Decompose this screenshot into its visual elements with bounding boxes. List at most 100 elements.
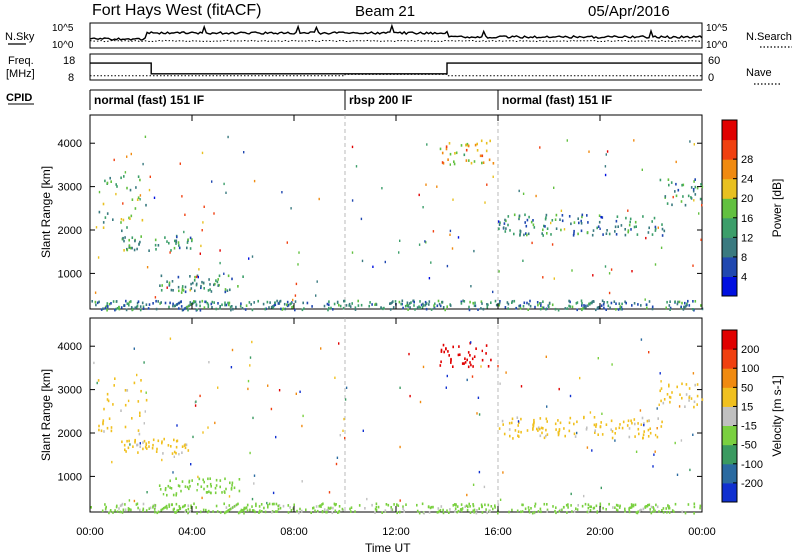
scatter-echo-cell <box>197 275 199 279</box>
colorbar-tick-label: 16 <box>741 213 753 225</box>
scatter-echo-cell <box>298 251 300 254</box>
echo-cell <box>642 507 645 511</box>
echo-cell <box>694 193 697 196</box>
echo-cell <box>583 304 585 307</box>
scatter-echo-cell <box>153 196 156 199</box>
echo-cell <box>104 307 107 310</box>
echo-cell <box>474 304 477 308</box>
echo-cell <box>542 228 544 232</box>
echo-cell <box>184 510 186 514</box>
noise-sky-label: N.Sky <box>5 31 35 43</box>
colorbar-tick-label: 50 <box>741 382 753 394</box>
echo-cell <box>428 511 431 514</box>
scatter-echo-cell <box>343 417 345 421</box>
scatter-echo-cell <box>425 183 427 186</box>
echo-cell <box>539 302 541 305</box>
echo-cell <box>631 304 633 307</box>
echo-cell <box>545 213 548 217</box>
echo-cell <box>187 308 189 312</box>
echo-cell <box>127 302 130 306</box>
echo-cell <box>688 387 691 390</box>
echo-cell <box>320 505 322 508</box>
scatter-echo-cell <box>251 497 254 501</box>
echo-cell <box>440 350 443 353</box>
echo-cell <box>557 419 559 422</box>
echo-cell <box>409 306 411 309</box>
echo-cell <box>548 305 550 308</box>
echo-cell <box>106 212 109 215</box>
echo-cell <box>668 383 670 387</box>
echo-cell <box>331 511 334 515</box>
echo-cell <box>626 424 629 427</box>
echo-cell <box>184 307 186 310</box>
echo-cell <box>349 305 352 308</box>
echo-cell <box>441 161 444 164</box>
scatter-echo-cell <box>579 376 581 380</box>
echo-cell <box>391 508 394 511</box>
echo-cell <box>217 284 219 287</box>
echo-cell <box>193 300 195 303</box>
echo-cell <box>472 365 474 368</box>
echo-cell <box>470 161 473 165</box>
echo-cell <box>224 288 227 291</box>
echo-cell <box>383 306 385 310</box>
echo-cell <box>511 421 513 425</box>
echo-cell <box>145 509 148 512</box>
colorbar-tick-label: 8 <box>741 252 747 264</box>
echo-cell <box>481 154 484 158</box>
echo-cell <box>468 305 470 309</box>
echo-cell <box>181 287 184 290</box>
echo-cell <box>290 302 292 305</box>
scatter-echo-cell <box>614 439 616 442</box>
echo-cell <box>407 308 409 311</box>
scatter-echo-cell <box>302 414 304 418</box>
echo-cell <box>337 511 339 514</box>
echo-cell <box>159 488 162 491</box>
echo-cell <box>126 302 129 305</box>
echo-cell <box>227 301 229 305</box>
echo-cell <box>459 353 461 356</box>
echo-cell <box>343 299 346 303</box>
echo-cell <box>139 508 141 512</box>
echo-cell <box>541 306 544 309</box>
scatter-echo-cell <box>531 241 533 245</box>
echo-cell <box>392 306 395 309</box>
echo-cell <box>187 504 190 507</box>
echo-cell <box>360 303 363 307</box>
echo-cell <box>186 305 188 309</box>
echo-cell <box>526 233 528 237</box>
echo-cell <box>140 235 142 238</box>
echo-cell <box>198 477 201 481</box>
echo-cell <box>508 421 511 425</box>
echo-cell <box>175 439 178 443</box>
echo-cell <box>607 304 610 308</box>
colorbar-tick-label: 20 <box>741 193 753 205</box>
echo-cell <box>612 506 614 509</box>
colorbar-tick-label: 15 <box>741 401 753 413</box>
echo-cell <box>452 504 455 507</box>
echo-cell <box>123 239 125 243</box>
echo-cell <box>537 426 540 429</box>
echo-cell <box>545 434 547 438</box>
echo-cell <box>189 247 192 250</box>
echo-cell <box>677 188 680 192</box>
scatter-echo-cell <box>693 143 695 146</box>
echo-cell <box>203 306 206 309</box>
echo-cell <box>449 508 451 511</box>
echo-cell <box>187 507 190 511</box>
scatter-echo-cell <box>692 264 694 267</box>
echo-cell <box>394 300 397 303</box>
y-tick-label: 3000 <box>58 385 82 397</box>
echo-cell <box>371 503 373 507</box>
echo-cell <box>214 491 217 495</box>
echo-cell <box>687 503 690 506</box>
scatter-echo-cell <box>294 294 297 297</box>
echo-cell <box>637 510 639 514</box>
echo-cell <box>171 503 173 506</box>
echo-cell <box>136 304 139 308</box>
echo-cell <box>155 299 157 303</box>
echo-cell <box>651 305 654 309</box>
echo-cell <box>469 511 472 514</box>
echo-cell <box>400 302 402 306</box>
y-tick-label: 2000 <box>58 428 82 440</box>
